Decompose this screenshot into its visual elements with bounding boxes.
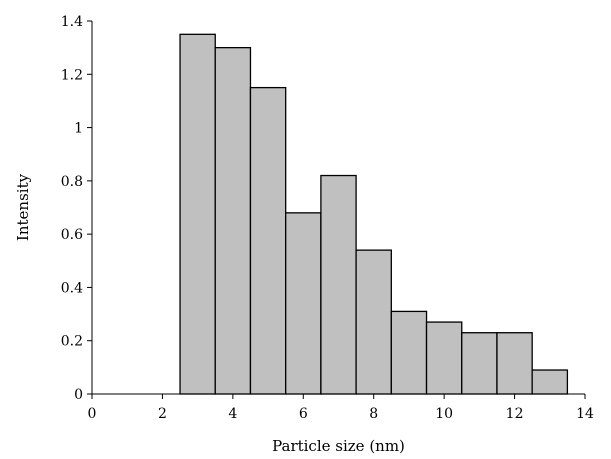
y-tick-label: 0.4	[61, 280, 83, 296]
bar-11	[461, 332, 498, 395]
bar-10	[425, 321, 463, 395]
y-axis-label: Intensity	[14, 173, 32, 241]
x-tick-label: 10	[435, 406, 453, 422]
x-tick-label: 6	[299, 406, 308, 422]
y-tick-label: 1.4	[61, 14, 83, 30]
x-tick-label: 0	[88, 406, 97, 422]
bar-12	[496, 332, 533, 395]
bar-13	[531, 369, 569, 395]
y-tick-label: 0.2	[61, 334, 83, 350]
x-tick-label: 8	[369, 406, 378, 422]
bar-7	[320, 174, 357, 395]
y-tick-label: 0.8	[61, 174, 83, 190]
y-axis-ticks: 0 0.2 0.4 0.6 0.8 1 1.2 1.4	[61, 14, 92, 403]
bar-4	[214, 46, 252, 395]
bar-5	[249, 86, 287, 395]
y-tick-label: 0	[74, 387, 83, 403]
x-tick-label: 2	[158, 406, 167, 422]
x-axis-ticks: 0 2 4 6 8 10 12 14	[88, 394, 594, 422]
x-tick-label: 12	[506, 406, 524, 422]
y-tick-label: 1.2	[61, 67, 83, 83]
bar-6	[285, 212, 322, 395]
bar-9	[390, 310, 428, 395]
x-tick-label: 4	[228, 406, 237, 422]
x-axis-label: Particle size (nm)	[272, 437, 405, 455]
y-tick-label: 1	[74, 121, 83, 137]
bars-group	[179, 33, 569, 395]
bar-3	[179, 33, 216, 395]
x-tick-label: 14	[576, 406, 594, 422]
bar-8	[355, 249, 392, 395]
y-tick-label: 0.6	[61, 227, 83, 243]
